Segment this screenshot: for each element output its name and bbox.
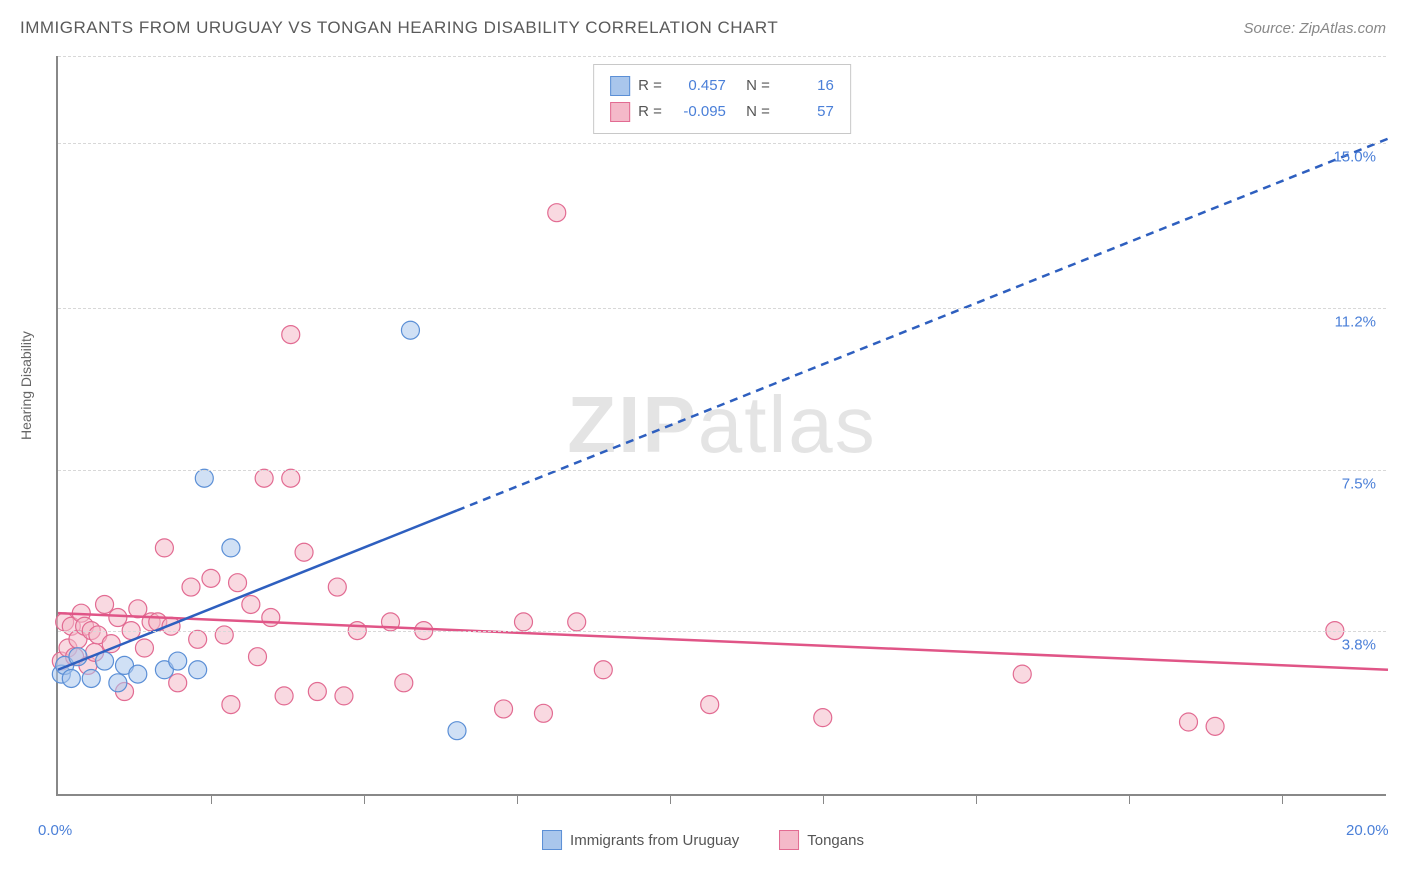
data-point (282, 469, 300, 487)
data-point (222, 539, 240, 557)
chart-plot-area: ZIPatlas R = 0.457 N = 16 R = -0.095 N =… (56, 56, 1386, 796)
scatter-svg (58, 56, 1386, 794)
data-point (295, 543, 313, 561)
data-point (275, 687, 293, 705)
data-point (262, 609, 280, 627)
data-point (96, 595, 114, 613)
legend-label-tongans: Tongans (807, 832, 864, 849)
swatch-tongans (610, 102, 630, 122)
gridline-h (58, 631, 1386, 632)
legend-item-tongans: Tongans (779, 830, 864, 850)
y-axis-label: Hearing Disability (18, 331, 34, 440)
data-point (222, 696, 240, 714)
legend-item-uruguay: Immigrants from Uruguay (542, 830, 739, 850)
chart-title: IMMIGRANTS FROM URUGUAY VS TONGAN HEARIN… (20, 18, 778, 38)
x-tick (823, 794, 824, 804)
gridline-h (58, 470, 1386, 471)
swatch-uruguay (610, 76, 630, 96)
gridline-h (58, 308, 1386, 309)
n-value-tongans: 57 (778, 99, 834, 125)
data-point (282, 326, 300, 344)
n-label: N = (746, 73, 770, 99)
series-legend: Immigrants from Uruguay Tongans (542, 830, 864, 850)
data-point (135, 639, 153, 657)
data-point (242, 595, 260, 613)
data-point (182, 578, 200, 596)
regression-line (58, 510, 457, 669)
data-point (335, 687, 353, 705)
data-point (814, 709, 832, 727)
x-axis-min: 0.0% (38, 822, 72, 839)
gridline-h (58, 56, 1386, 57)
data-point (195, 469, 213, 487)
data-point (548, 204, 566, 222)
legend-row-uruguay: R = 0.457 N = 16 (610, 73, 834, 99)
data-point (308, 683, 326, 701)
data-point (189, 630, 207, 648)
data-point (1206, 717, 1224, 735)
data-point (62, 669, 80, 687)
data-point (109, 609, 127, 627)
r-label: R = (638, 73, 662, 99)
swatch-uruguay (542, 830, 562, 850)
chart-source: Source: ZipAtlas.com (1243, 20, 1386, 37)
r-value-uruguay: 0.457 (670, 73, 726, 99)
data-point (169, 652, 187, 670)
data-point (401, 321, 419, 339)
data-point (129, 665, 147, 683)
data-point (229, 574, 247, 592)
x-tick (670, 794, 671, 804)
correlation-legend: R = 0.457 N = 16 R = -0.095 N = 57 (593, 64, 851, 134)
y-tick-label: 3.8% (1342, 636, 1376, 653)
y-tick-label: 15.0% (1333, 149, 1376, 166)
data-point (255, 469, 273, 487)
data-point (169, 674, 187, 692)
data-point (155, 539, 173, 557)
legend-row-tongans: R = -0.095 N = 57 (610, 99, 834, 125)
legend-label-uruguay: Immigrants from Uruguay (570, 832, 739, 849)
data-point (568, 613, 586, 631)
n-value-uruguay: 16 (778, 73, 834, 99)
n-label: N = (746, 99, 770, 125)
x-tick (364, 794, 365, 804)
y-tick-label: 11.2% (1335, 314, 1376, 331)
x-tick (1129, 794, 1130, 804)
x-axis-max: 20.0% (1346, 822, 1389, 839)
gridline-h (58, 143, 1386, 144)
r-value-tongans: -0.095 (670, 99, 726, 125)
data-point (495, 700, 513, 718)
r-label: R = (638, 99, 662, 125)
data-point (1180, 713, 1198, 731)
regression-line (457, 139, 1388, 511)
data-point (534, 704, 552, 722)
data-point (202, 569, 220, 587)
chart-header: IMMIGRANTS FROM URUGUAY VS TONGAN HEARIN… (20, 18, 1386, 38)
data-point (189, 661, 207, 679)
data-point (215, 626, 233, 644)
swatch-tongans (779, 830, 799, 850)
x-tick (211, 794, 212, 804)
data-point (82, 669, 100, 687)
x-tick (517, 794, 518, 804)
x-tick (1282, 794, 1283, 804)
x-tick (976, 794, 977, 804)
data-point (594, 661, 612, 679)
data-point (395, 674, 413, 692)
data-point (1013, 665, 1031, 683)
y-tick-label: 7.5% (1342, 475, 1376, 492)
data-point (328, 578, 346, 596)
data-point (448, 722, 466, 740)
data-point (515, 613, 533, 631)
data-point (249, 648, 267, 666)
data-point (109, 674, 127, 692)
data-point (701, 696, 719, 714)
